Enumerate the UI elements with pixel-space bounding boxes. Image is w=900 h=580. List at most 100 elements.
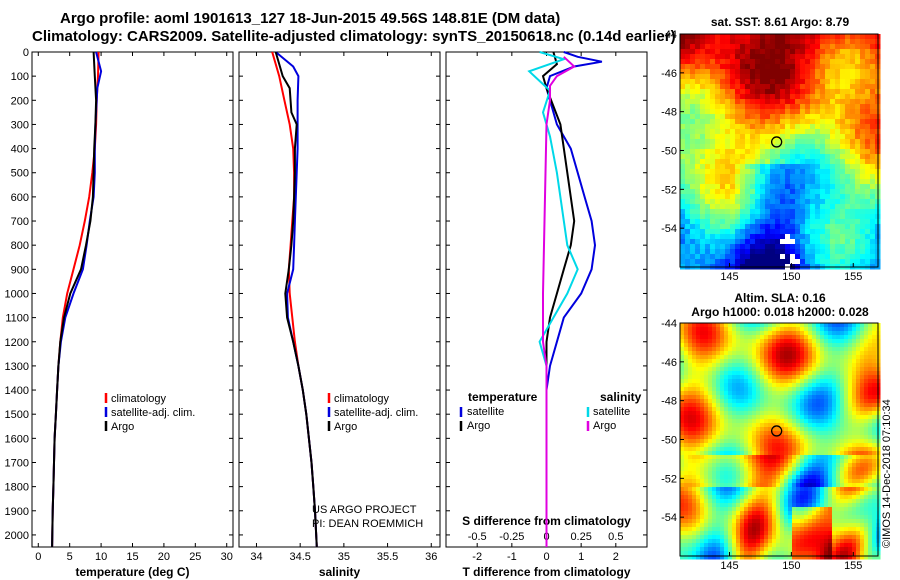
- map-cell: [780, 487, 785, 492]
- map-cell: [830, 54, 836, 60]
- map-cell: [835, 44, 841, 50]
- map-cell: [790, 64, 796, 70]
- map-cell: [840, 435, 845, 440]
- map-cell: [840, 439, 845, 444]
- map-cell: [690, 149, 696, 155]
- map-cell: [695, 239, 701, 245]
- map-cell: [708, 359, 713, 364]
- map-cell: [830, 224, 836, 230]
- map-cell: [760, 119, 766, 125]
- map-cell: [756, 459, 761, 464]
- map-cell: [764, 459, 769, 464]
- map-cell: [796, 427, 801, 432]
- map-cell: [810, 204, 816, 210]
- map-cell: [685, 164, 691, 170]
- map-cell: [712, 331, 717, 336]
- map-cell: [728, 443, 733, 448]
- map-cell: [872, 323, 877, 328]
- map-cell: [812, 543, 817, 548]
- map-cell: [750, 79, 756, 85]
- map-cell: [765, 199, 771, 205]
- map-cell: [828, 343, 833, 348]
- map-cell: [800, 435, 805, 440]
- map-cell: [860, 387, 865, 392]
- map-cell: [804, 343, 809, 348]
- map-cell: [776, 535, 781, 540]
- map-cell: [735, 69, 741, 75]
- map-cell: [865, 129, 871, 135]
- map-cell: [796, 375, 801, 380]
- map-cell: [680, 54, 686, 60]
- map-cell: [776, 323, 781, 328]
- map-cell: [770, 244, 776, 250]
- map-cell: [864, 475, 869, 480]
- map-cell: [696, 327, 701, 332]
- map-cell: [755, 139, 761, 145]
- map-cell: [772, 419, 777, 424]
- map-cell: [808, 391, 813, 396]
- map-cell: [770, 219, 776, 225]
- map-cell: [776, 475, 781, 480]
- map-cell: [815, 89, 821, 95]
- map-cell: [808, 383, 813, 388]
- map-cell: [725, 49, 731, 55]
- map-cell: [772, 411, 777, 416]
- map-cell: [850, 64, 856, 70]
- map-cell: [684, 391, 689, 396]
- map-cell: [812, 463, 817, 468]
- x-tick-label: 5: [67, 551, 73, 563]
- map-cell: [720, 447, 725, 452]
- map-cell: [825, 99, 831, 105]
- map-cell: [820, 331, 825, 336]
- map-cell: [705, 99, 711, 105]
- map-cell: [756, 331, 761, 336]
- map-cell: [790, 149, 796, 155]
- map-cell: [690, 119, 696, 125]
- map-cell: [764, 451, 769, 456]
- map-cell: [805, 214, 811, 220]
- x-tick-label: -1: [507, 551, 517, 563]
- map-cell: [764, 323, 769, 328]
- map-cell: [790, 49, 796, 55]
- map-cell: [728, 487, 733, 492]
- map-cell: [845, 134, 851, 140]
- map-cell: [770, 189, 776, 195]
- map-cell: [776, 395, 781, 400]
- map-cell: [684, 351, 689, 356]
- map-cell: [756, 359, 761, 364]
- map-cell: [785, 234, 791, 240]
- map-cell: [740, 423, 745, 428]
- map-cell: [850, 199, 856, 205]
- map-cell: [796, 471, 801, 476]
- map-cell: [680, 495, 685, 500]
- map-cell: [690, 39, 696, 45]
- map-cell: [688, 347, 693, 352]
- map-cell: [730, 184, 736, 190]
- map-cell: [764, 531, 769, 536]
- map-cell: [864, 439, 869, 444]
- map-cell: [688, 383, 693, 388]
- map-cell: [800, 499, 805, 504]
- map-cell: [716, 419, 721, 424]
- map-cell: [780, 79, 786, 85]
- map-cell: [836, 395, 841, 400]
- map-cell: [680, 363, 685, 368]
- map-cell: [760, 503, 765, 508]
- map-cell: [720, 407, 725, 412]
- map-cell: [776, 415, 781, 420]
- map-cell: [760, 547, 765, 552]
- map-cell: [755, 109, 761, 115]
- map-cell: [790, 204, 796, 210]
- map-cell: [764, 503, 769, 508]
- map-cell: [725, 39, 731, 45]
- map-cell: [800, 209, 806, 215]
- map-cell: [730, 124, 736, 130]
- map-cell: [845, 139, 851, 145]
- map-cell: [796, 487, 801, 492]
- map-cell: [836, 527, 841, 532]
- map-cell: [780, 204, 786, 210]
- map-cell: [688, 375, 693, 380]
- map-cell: [715, 224, 721, 230]
- map-cell: [805, 254, 811, 260]
- map-cell: [816, 355, 821, 360]
